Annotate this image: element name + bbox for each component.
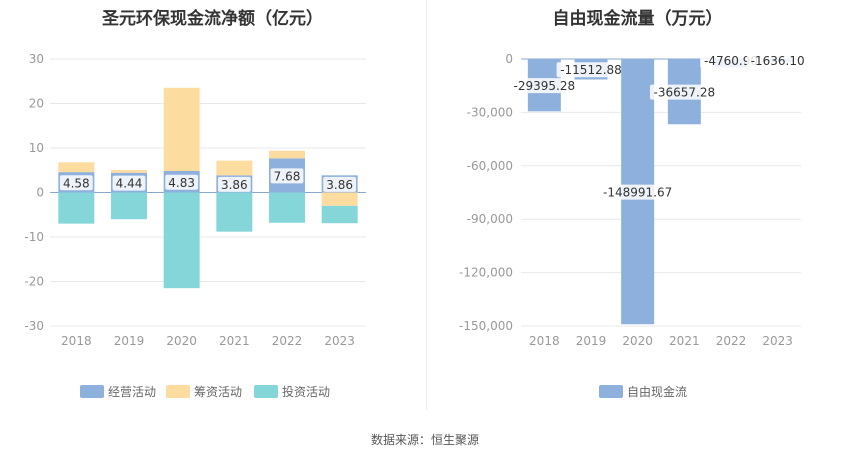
chart-divider [426,0,427,410]
bar-investing [111,192,147,220]
data-label: 3.86 [221,178,248,192]
y-tick-label: -10 [24,230,44,244]
data-label: 4.58 [63,176,90,190]
legend-swatch [254,385,278,398]
y-tick-label: 10 [29,141,44,155]
data-label-bg [59,175,93,191]
x-tick-label: 2023 [324,334,355,348]
data-label: -1636.10 [751,54,805,68]
fcf-chart-title: 自由现金流量（万元） [552,9,723,29]
x-tick-label: 2021 [219,334,250,348]
y-tick-label: 0 [505,52,513,66]
data-label-bg [649,84,719,100]
x-tick-label: 2018 [529,334,560,348]
bar-investing [321,205,358,224]
data-label: -11512.88 [560,63,622,77]
x-tick-label: 2022 [272,334,303,348]
x-tick-label: 2023 [762,334,793,348]
legend-label: 投资活动 [282,384,330,399]
y-tick-label: -150,000 [459,319,513,333]
data-label: 7.68 [274,169,301,183]
y-tick-label: -30 [24,319,44,333]
data-label: -148991.67 [603,186,672,200]
y-tick-label: 20 [29,97,44,111]
data-label: 4.44 [116,177,143,191]
x-tick-label: 2020 [166,334,197,348]
bar-investing [163,192,200,289]
legend-swatch [599,385,623,398]
data-label-bg [217,176,251,192]
x-tick-label: 2019 [576,334,607,348]
data-label-bg [746,53,809,68]
bar-financing [321,192,358,206]
y-tick-label: -20 [24,275,44,289]
y-tick-label: -60,000 [467,159,513,173]
data-label: 4.83 [168,176,195,190]
data-label-bg [509,78,579,94]
bar-financing [216,160,253,176]
bar-financing [58,162,95,173]
data-label-bg [323,176,357,192]
bar-investing [269,192,305,223]
legend-label: 筹资活动 [194,385,242,399]
data-label: 3.86 [326,178,353,192]
legend-label: 自由现金流 [627,384,687,399]
y-tick-label: 30 [29,52,44,66]
data-label-bg [700,53,762,68]
legend-swatch [80,385,104,398]
x-tick-label: 2020 [622,334,653,348]
data-label-bg [165,174,199,190]
x-tick-label: 2018 [61,334,92,348]
data-label-bg [270,168,304,184]
data-label-bg [112,175,146,191]
cashflow-stacked-bar-chart: 30 20 10 0 -10 -20 -30 4.58 2018 4.44 2019 4.83 2020… [24,52,366,399]
data-source-note: 数据来源：恒生聚源 [370,433,479,447]
y-tick-label: -90,000 [467,212,513,226]
x-tick-label: 2019 [114,334,145,348]
y-tick-label: -120,000 [459,266,513,280]
bar-financing [269,150,305,159]
data-label-bg [556,62,626,78]
legend-swatch [166,385,190,398]
legend-label: 经营活动 [108,385,156,399]
data-label-bg [599,184,676,200]
data-label: -4760.90 [704,54,758,68]
y-tick-label: -30,000 [467,105,513,119]
cashflow-chart-title: 圣元环保现金流净额（亿元） [102,9,323,29]
bar-financing [163,87,200,172]
x-tick-label: 2022 [716,334,747,348]
bar-investing [216,192,253,232]
bar-investing [58,192,95,224]
data-label: -36657.28 [654,86,716,100]
y-tick-label: 0 [36,186,44,200]
x-tick-label: 2021 [669,334,700,348]
data-label: -29395.28 [514,79,576,93]
bar-financing [111,170,147,173]
